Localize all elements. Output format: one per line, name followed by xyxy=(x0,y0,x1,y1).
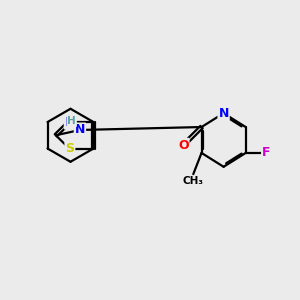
Text: O: O xyxy=(178,139,189,152)
Text: CH₃: CH₃ xyxy=(183,176,204,187)
Text: H: H xyxy=(67,116,76,126)
Text: S: S xyxy=(65,142,74,155)
Text: N: N xyxy=(75,124,85,136)
Text: N: N xyxy=(218,107,229,120)
Text: N: N xyxy=(65,116,75,128)
Text: F: F xyxy=(262,146,271,159)
